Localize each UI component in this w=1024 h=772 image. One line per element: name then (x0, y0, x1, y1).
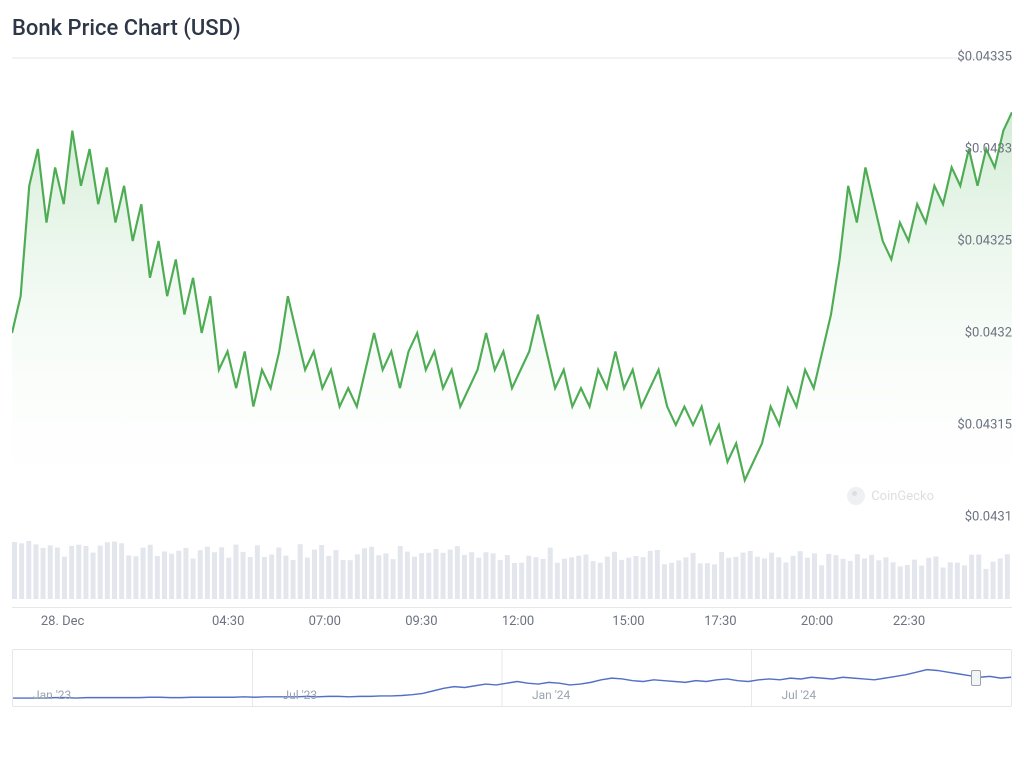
y-axis-label: $0.04325 (957, 234, 1012, 249)
volume-chart[interactable] (12, 529, 1012, 599)
x-axis-label: 07:00 (309, 614, 341, 629)
navigator-svg (13, 650, 1011, 706)
y-axis-label: $0.04335 (957, 50, 1012, 65)
x-axis: 28. Dec 04:30 07:00 09:30 12:00 15:00 17:30 20:… (12, 607, 1012, 631)
navigator-label: Jan '24 (532, 688, 570, 702)
volume-chart-svg (12, 529, 1012, 599)
x-axis-label: 28. Dec (41, 614, 85, 629)
y-axis-label: $0.0431 (965, 510, 1012, 525)
coingecko-icon (847, 487, 865, 505)
navigator-label: Jan '23 (33, 688, 71, 702)
y-axis-label: $0.0433 (965, 142, 1012, 157)
navigator-chart[interactable]: Jan '23 Jul '23 Jan '24 Jul '24 (12, 649, 1012, 707)
watermark-text: CoinGecko (871, 489, 934, 504)
x-axis-label: 17:30 (704, 614, 736, 629)
x-axis-label: 12:00 (502, 614, 534, 629)
price-chart-svg (12, 57, 1012, 517)
y-axis-label: $0.0432 (965, 326, 1012, 341)
y-axis-label: $0.04315 (957, 418, 1012, 433)
watermark: CoinGecko (847, 487, 934, 505)
x-axis-label: 20:00 (801, 614, 833, 629)
x-axis-label: 04:30 (212, 614, 244, 629)
price-chart[interactable]: $0.04335$0.0433$0.04325$0.0432$0.04315$0… (12, 57, 1012, 517)
x-axis-label: 09:30 (405, 614, 437, 629)
chart-title: Bonk Price Chart (USD) (12, 16, 1012, 41)
navigator-handle[interactable] (971, 670, 981, 686)
navigator-label: Jul '23 (282, 688, 317, 702)
navigator-label: Jul '24 (781, 688, 816, 702)
x-axis-label: 15:00 (612, 614, 644, 629)
x-axis-label: 22:30 (893, 614, 925, 629)
